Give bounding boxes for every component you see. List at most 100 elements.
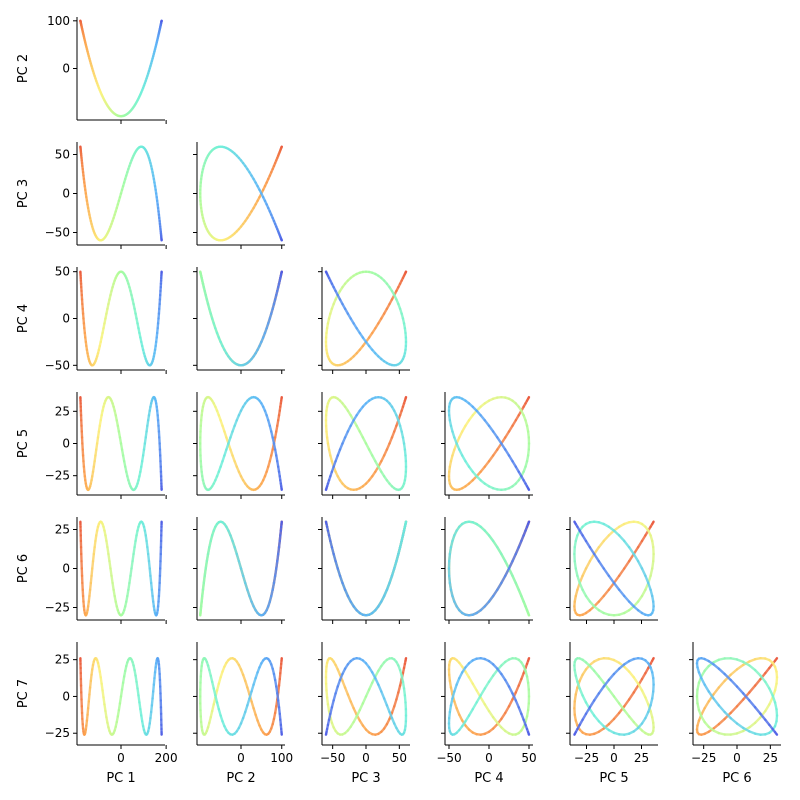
- trajectory-segment: [593, 546, 601, 556]
- trajectory-segment: [707, 690, 715, 700]
- trajectory-segment: [717, 717, 726, 726]
- trajectory-segment: [390, 567, 396, 578]
- trajectory-segment: [237, 559, 243, 570]
- trajectory-segment: [349, 700, 355, 710]
- trajectory-segment: [479, 687, 487, 697]
- trajectory-segment: [612, 695, 621, 705]
- trajectory-segment: [109, 567, 113, 578]
- trajectory-segment: [273, 567, 278, 578]
- trajectory-segment: [496, 546, 503, 556]
- trajectory-segment: [717, 667, 726, 676]
- trajectory-segment: [717, 679, 726, 689]
- trajectory-segment: [742, 692, 751, 702]
- trajectory-segment: [588, 552, 596, 563]
- trajectory-segment: [753, 668, 762, 677]
- y-tick-label: 50: [55, 265, 70, 279]
- trajectory-segment: [574, 567, 579, 578]
- x-axis-label: PC 5: [599, 771, 628, 786]
- trajectory-segment: [346, 693, 352, 703]
- y-tick-label: 0: [62, 187, 70, 201]
- trajectory-segment: [341, 581, 347, 591]
- trajectory-segment: [597, 559, 605, 570]
- x-axis-label: PC 1: [106, 771, 135, 786]
- trajectory-segment: [514, 546, 520, 556]
- y-axis-label: PC 2: [16, 54, 31, 83]
- trajectory-segment: [768, 696, 774, 706]
- panel-pc1-vs-pc3: −50 0 50: [45, 142, 167, 249]
- trajectory-segment: [358, 702, 365, 712]
- panel-pc1-vs-pc4: −50 0 50: [45, 265, 167, 374]
- panel-pc2-vs-pc6: [193, 517, 285, 624]
- trajectory-segment: [576, 574, 581, 585]
- x-tick-label: 0: [733, 751, 741, 765]
- x-axis-label: PC 4: [474, 771, 503, 786]
- x-tick-label: 0: [237, 751, 245, 765]
- x-tick-label: 100: [270, 751, 293, 765]
- trajectory-segment: [700, 676, 706, 686]
- trajectory-segment: [729, 716, 739, 725]
- panel-pc2-vs-pc5: [193, 392, 285, 499]
- trajectory-segment: [607, 574, 616, 585]
- trajectory-segment: [759, 712, 767, 721]
- panel-pc4-vs-pc7: −50 0 50: [436, 642, 537, 765]
- pairplot-panels: 0 100 −50 0 50 −50 0 50 −25 0 25 −25 0 25 0 200 −25 0 25 0 1…: [16, 14, 781, 786]
- panel-pc1-vs-pc5: −25 0 25: [45, 392, 167, 499]
- trajectory-segment: [649, 567, 654, 578]
- trajectory-segment: [377, 683, 383, 693]
- panel-pc4-vs-pc6: [441, 517, 533, 624]
- trajectory-segment: [771, 694, 777, 704]
- trajectory-segment: [703, 700, 710, 710]
- panel-pc2-vs-pc7: 0 100: [193, 642, 293, 765]
- trajectory-segment: [393, 698, 398, 708]
- trajectory-segment: [581, 694, 588, 704]
- trajectory-segment: [241, 574, 247, 585]
- panel-pc3-vs-pc6: [318, 517, 410, 624]
- trajectory-segment: [623, 708, 631, 718]
- x-axis-label: PC 3: [351, 771, 380, 786]
- trajectory-segment: [203, 567, 207, 578]
- trajectory-segment: [612, 667, 621, 676]
- trajectory-segment: [336, 567, 342, 578]
- trajectory-segment: [578, 687, 584, 697]
- trajectory-segment: [483, 703, 491, 713]
- trajectory-segment: [729, 668, 739, 676]
- trajectory-segment: [147, 559, 151, 570]
- y-tick-label: 25: [55, 404, 70, 418]
- trajectory-segment: [636, 682, 644, 692]
- trajectory-segment: [729, 678, 739, 688]
- trajectory-segment: [361, 695, 368, 705]
- trajectory-segment: [723, 672, 732, 682]
- trajectory-segment: [640, 689, 647, 699]
- panel-pc3-vs-pc4: [318, 267, 410, 374]
- trajectory-segment: [623, 698, 631, 708]
- trajectory-segment: [338, 574, 344, 585]
- trajectory-segment: [632, 552, 640, 563]
- trajectory-segment: [593, 552, 601, 563]
- trajectory-segment: [275, 559, 279, 570]
- trajectory-segment: [607, 688, 616, 698]
- panel-pc4-vs-pc5: [441, 392, 533, 499]
- trajectory-segment: [491, 588, 499, 598]
- trajectory-segment: [367, 681, 374, 691]
- trajectory-segment: [593, 714, 601, 723]
- trajectory-segment: [504, 705, 511, 715]
- y-tick-label: 25: [55, 522, 70, 536]
- x-tick-label: 0: [117, 751, 125, 765]
- y-tick-label: −25: [45, 469, 70, 483]
- trajectory-segment: [491, 539, 499, 549]
- trajectory-segment: [617, 567, 626, 578]
- y-axis-label: PC 3: [16, 179, 31, 208]
- trajectory-segment: [623, 559, 631, 570]
- trajectory-segment: [504, 567, 511, 578]
- trajectory-segment: [467, 708, 474, 717]
- trajectory-segment: [617, 702, 626, 712]
- trajectory-segment: [759, 674, 767, 683]
- y-tick-label: −25: [45, 726, 70, 740]
- trajectory-segment: [593, 692, 601, 702]
- trajectory-segment: [388, 574, 394, 585]
- trajectory-segment: [617, 588, 626, 598]
- trajectory-segment: [584, 539, 592, 549]
- trajectory-segment: [748, 684, 757, 694]
- y-tick-label: 100: [47, 14, 70, 28]
- panel-pc6-vs-pc7: −25 0 25: [689, 642, 781, 765]
